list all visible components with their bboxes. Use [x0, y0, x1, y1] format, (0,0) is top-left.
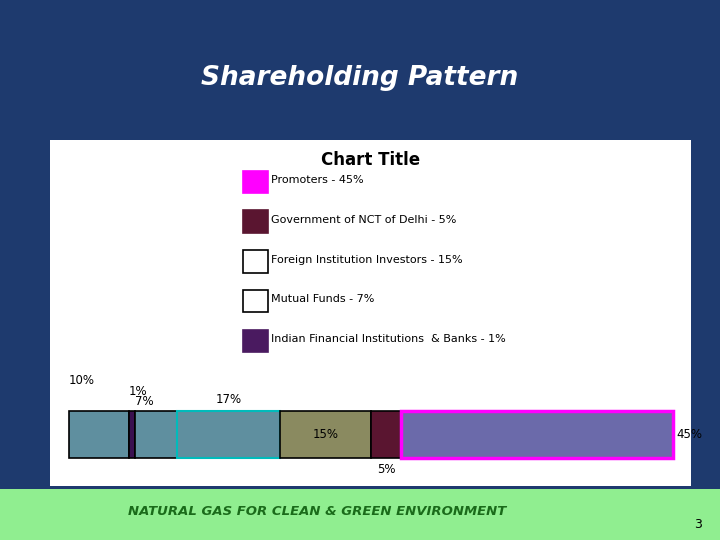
FancyBboxPatch shape	[243, 290, 269, 312]
Text: Foreign Institution Investors - 15%: Foreign Institution Investors - 15%	[271, 255, 463, 265]
Text: Indian Financial Institutions  & Banks - 1%: Indian Financial Institutions & Banks - …	[271, 334, 506, 344]
FancyBboxPatch shape	[243, 211, 269, 233]
FancyBboxPatch shape	[243, 250, 269, 273]
FancyBboxPatch shape	[243, 409, 269, 431]
Bar	[401, 411, 673, 458]
Text: 17%: 17%	[216, 393, 242, 406]
Text: Mutual Funds - 7%: Mutual Funds - 7%	[271, 294, 375, 305]
Bar	[177, 411, 280, 458]
Text: 15%: 15%	[312, 428, 338, 441]
FancyBboxPatch shape	[243, 171, 269, 193]
Text: 3: 3	[694, 518, 702, 531]
Text: 10%: 10%	[68, 374, 94, 387]
Text: Promoters - 45%: Promoters - 45%	[271, 175, 364, 185]
Text: NATURAL GAS FOR CLEAN & GREEN ENVIRONMENT: NATURAL GAS FOR CLEAN & GREEN ENVIRONMEN…	[127, 505, 506, 518]
Bar	[371, 411, 401, 458]
Text: 5%: 5%	[377, 463, 395, 476]
Text: Government of NCT of Delhi - 5%: Government of NCT of Delhi - 5%	[271, 215, 457, 225]
Bar	[129, 411, 135, 458]
Text: 7%: 7%	[135, 395, 153, 408]
Bar	[68, 411, 129, 458]
Bar	[280, 411, 371, 458]
Text: Chart Title: Chart Title	[321, 151, 420, 169]
Text: 45%: 45%	[676, 428, 702, 441]
Text: 1%: 1%	[129, 386, 148, 399]
FancyBboxPatch shape	[243, 369, 269, 392]
FancyBboxPatch shape	[243, 329, 269, 352]
Bar	[135, 411, 177, 458]
Text: Insurance Companies - 10%: Insurance Companies - 10%	[271, 374, 428, 384]
Text: Public / Others - 17%: Public / Others - 17%	[271, 414, 389, 423]
Text: Shareholding Pattern: Shareholding Pattern	[202, 65, 518, 91]
